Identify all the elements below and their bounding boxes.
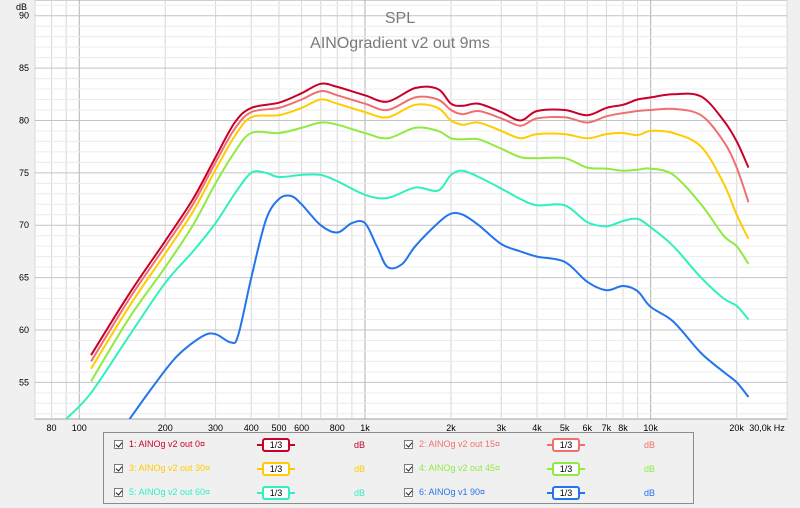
smoothing-button[interactable]: 1/3 (257, 462, 295, 476)
unit-label: dB (644, 488, 656, 498)
x-tick-label: 600 (294, 423, 309, 432)
y-tick-label: 80 (19, 115, 29, 125)
x-tick-label: 10k (643, 423, 658, 432)
chart-subtitle: AINOgradient v2 out 9ms (310, 35, 490, 52)
series-line (90, 89, 750, 362)
legend-label: 3: AINOg v2 out 30¤ (129, 463, 211, 473)
x-tick-label: 5k (560, 423, 570, 432)
series-visible-checkbox[interactable] (114, 439, 123, 449)
y-tick-label: 70 (19, 220, 29, 230)
y-tick-label: 65 (19, 273, 29, 283)
smoothing-button[interactable]: 1/3 (547, 486, 585, 500)
x-tick-label: 500 (271, 423, 286, 432)
x-tick-label: 100 (72, 423, 87, 432)
legend-row: 2: AINOg v2 out 15¤ (404, 435, 500, 453)
legend-label: 4: AINOg v2 out 45¤ (419, 463, 501, 473)
unit-label: dB (644, 464, 656, 474)
smoothing-button[interactable]: 1/3 (547, 462, 585, 476)
legend-label: 6: AINOg v1 90¤ (419, 487, 486, 497)
series-line (90, 82, 750, 356)
x-tick-label: 400 (244, 423, 259, 432)
series-visible-checkbox[interactable] (114, 463, 123, 473)
legend-row: 4: AINOg v2 out 45¤ (404, 459, 500, 477)
legend-label: 5: AINOg v2 out 60¤ (129, 487, 211, 497)
legend-label: 1: AINOg v2 out 0¤ (129, 439, 206, 449)
series-visible-checkbox[interactable] (404, 439, 413, 449)
x-tick-label: 80 (47, 423, 57, 432)
smoothing-label: 1/3 (269, 464, 283, 474)
legend-label: 2: AINOg v2 out 15¤ (419, 439, 501, 449)
x-tick-label: 7k (602, 423, 612, 432)
y-tick-label: 75 (19, 168, 29, 178)
series-visible-checkbox[interactable] (114, 487, 123, 497)
legend-item: 4: AINOg v2 out 45¤ 1/3 dB (104, 433, 693, 503)
y-unit-label: dB (16, 2, 27, 12)
smoothing-button[interactable]: 1/3 (547, 438, 585, 452)
series-visible-checkbox[interactable] (404, 463, 413, 473)
legend-item: 3: AINOg v2 out 30¤ 1/3 dB (104, 433, 693, 503)
legend-row: 3: AINOg v2 out 30¤ (114, 459, 210, 477)
x-tick-label: 800 (330, 423, 345, 432)
smoothing-button[interactable]: 1/3 (257, 486, 295, 500)
unit-label: dB (354, 440, 366, 450)
unit-label: dB (354, 464, 366, 474)
series-line (128, 194, 750, 419)
chart-title: SPL (385, 10, 415, 27)
y-tick-label: 55 (19, 377, 29, 387)
legend-row: 5: AINOg v2 out 60¤ (114, 483, 210, 501)
legend-row: 1: AINOg v2 out 0¤ (114, 435, 205, 453)
legend-panel: 1: AINOg v2 out 0¤ 1/3 dB 2: AINOg v2 out 1… (103, 432, 694, 504)
series-line (90, 98, 750, 370)
smoothing-label: 1/3 (269, 488, 283, 498)
legend-item: 2: AINOg v2 out 15¤ 1/3 dB (104, 433, 693, 503)
series-line (65, 169, 750, 419)
y-tick-label: 60 (19, 325, 29, 335)
smoothing-label: 1/3 (559, 440, 573, 450)
y-tick-label: 85 (19, 63, 29, 73)
series-line (90, 121, 750, 382)
x-tick-label: 20k (729, 423, 744, 432)
series-visible-checkbox[interactable] (404, 487, 413, 497)
legend-item: 5: AINOg v2 out 60¤ 1/3 dB (104, 433, 693, 503)
smoothing-label: 1/3 (559, 464, 573, 474)
legend-item: 1: AINOg v2 out 0¤ 1/3 dB (104, 433, 693, 503)
spl-chart: SPL AINOgradient v2 out 9ms dB 80 100 200 3… (16, 0, 788, 432)
x-tick-label: 3k (497, 423, 507, 432)
x-tick-label: 30,0k Hz (749, 423, 785, 432)
x-tick-label: 2k (446, 423, 456, 432)
x-tick-label: 4k (532, 423, 542, 432)
smoothing-label: 1/3 (559, 488, 573, 498)
legend-item: 6: AINOg v1 90¤ 1/3 dB (104, 433, 693, 503)
unit-label: dB (354, 488, 366, 498)
x-tick-label: 8k (618, 423, 628, 432)
y-tick-label: 90 (19, 11, 29, 21)
x-tick-label: 300 (208, 423, 223, 432)
legend-row: 6: AINOg v1 90¤ (404, 483, 485, 501)
smoothing-label: 1/3 (269, 440, 283, 450)
plot-area (34, 0, 788, 420)
smoothing-button[interactable]: 1/3 (257, 438, 295, 452)
unit-label: dB (644, 440, 656, 450)
x-tick-label: 1k (360, 423, 370, 432)
x-tick-label: 6k (583, 423, 593, 432)
x-tick-label: 200 (158, 423, 173, 432)
